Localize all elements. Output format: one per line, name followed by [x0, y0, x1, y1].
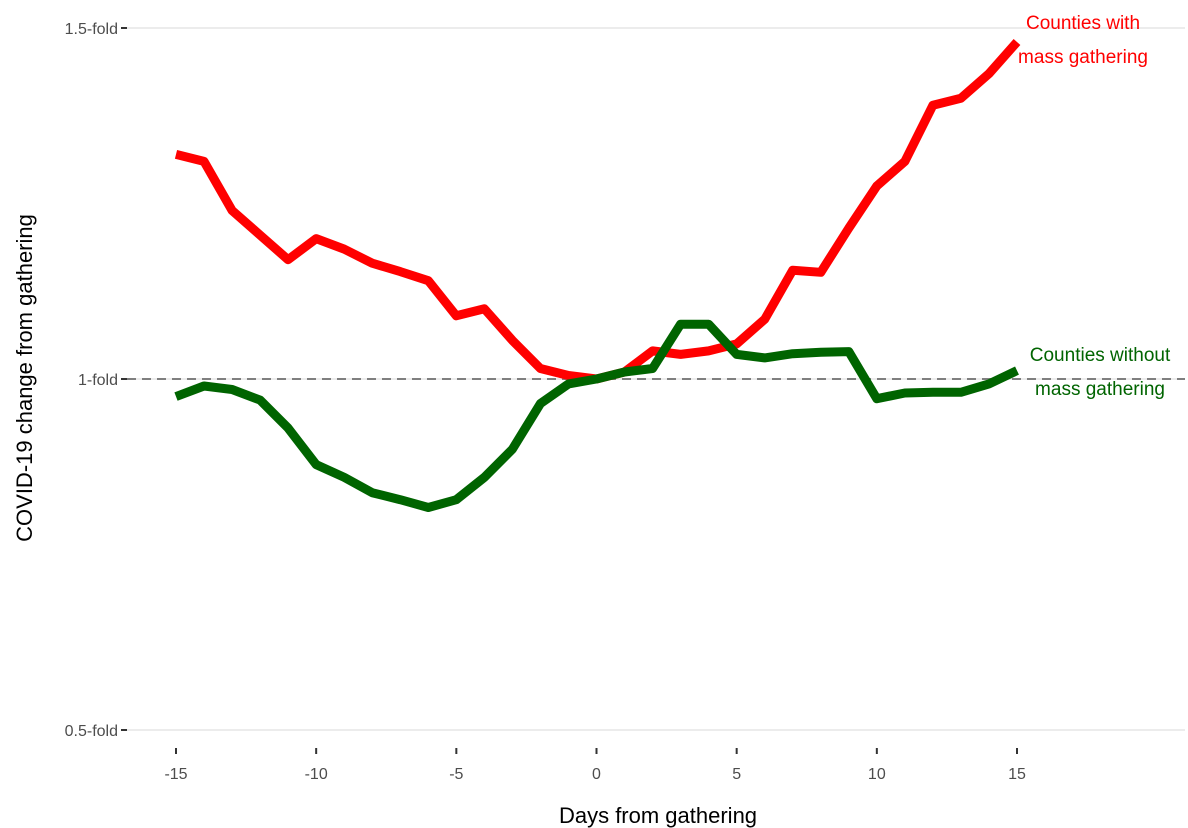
- x-axis-title: Days from gathering: [559, 803, 757, 828]
- y-axis-title: COVID-19 change from gathering: [12, 214, 37, 542]
- y-tick-label: 0.5-fold: [65, 723, 118, 740]
- x-tick-label: -5: [449, 766, 463, 783]
- series-label-0-line-0: Counties with: [1026, 13, 1140, 34]
- x-tick-label: -15: [164, 766, 187, 783]
- series-labels: Counties with mass gathering Counties with…: [1018, 13, 1171, 400]
- y-axis: 0.5-fold 1-fold 1.5-fold: [65, 21, 127, 740]
- x-tick-label: 0: [592, 766, 601, 783]
- x-tick-label: 10: [868, 766, 886, 783]
- series-line-1: [174, 319, 1019, 512]
- y-tick-label: 1-fold: [78, 372, 118, 389]
- y-tick-label: 1.5-fold: [65, 21, 118, 38]
- series-label-1-line-0: Counties without: [1030, 345, 1171, 366]
- series-label-1-line-1: mass gathering: [1035, 379, 1165, 400]
- series-label-0-line-1: mass gathering: [1018, 47, 1148, 68]
- x-tick-label: 5: [732, 766, 741, 783]
- x-tick-label: -10: [305, 766, 328, 783]
- x-tick-label: 15: [1008, 766, 1026, 783]
- series-lines: [174, 39, 1021, 512]
- series-line-0: [174, 39, 1021, 384]
- x-axis: -15 -10 -5 0 5 10 15: [164, 748, 1026, 783]
